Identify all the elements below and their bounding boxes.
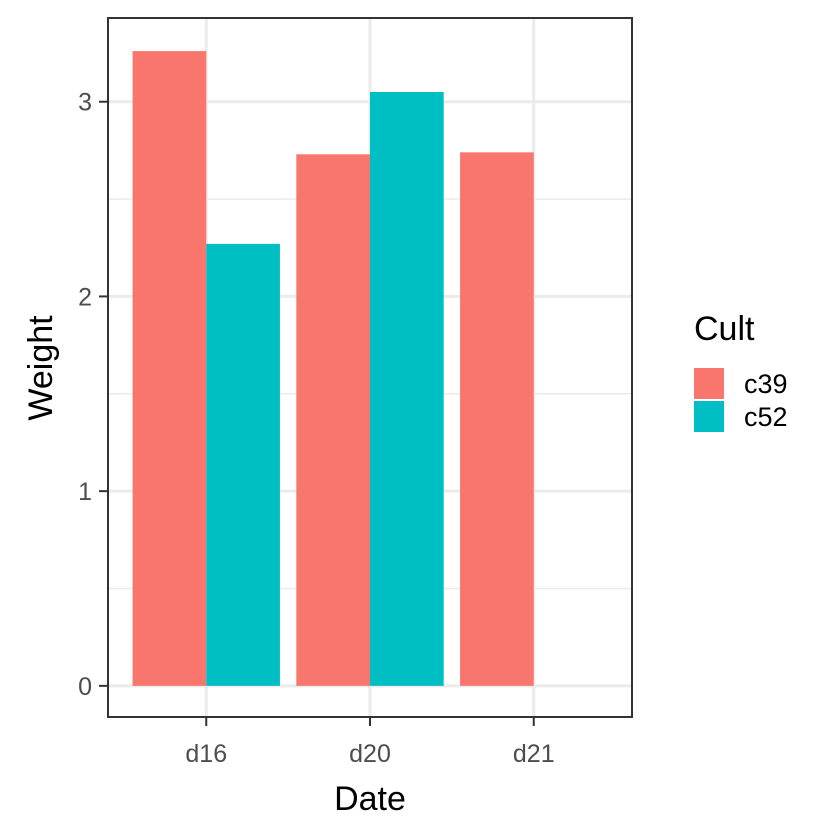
legend-key-c52 [694, 401, 724, 432]
bars [132, 51, 534, 686]
x-tick-label: d20 [349, 740, 391, 768]
legend-key-c39 [694, 368, 724, 399]
bar-d20-c52 [370, 91, 444, 686]
bar-d20-c39 [296, 154, 370, 686]
x-tick-label: d16 [185, 740, 227, 768]
y-tick-label: 1 [78, 478, 92, 506]
x-axis-title: Date [334, 780, 406, 818]
y-axis-title: Weight [22, 315, 60, 421]
legend-title: Cult [694, 310, 755, 348]
y-tick-label: 0 [78, 673, 92, 701]
bar-d16-c39 [132, 51, 207, 686]
x-tick-label: d21 [513, 740, 555, 768]
y-tick-label: 2 [78, 283, 92, 311]
y-tick-label: 3 [78, 89, 92, 117]
x-axis: d16 d20 d21 [185, 717, 555, 768]
y-axis: 0 1 2 3 [78, 89, 108, 701]
legend-label-c39: c39 [744, 369, 788, 399]
bar-d21-c39 [460, 152, 534, 686]
bar-d16-c52 [206, 243, 280, 686]
legend-label-c52: c52 [744, 402, 788, 432]
